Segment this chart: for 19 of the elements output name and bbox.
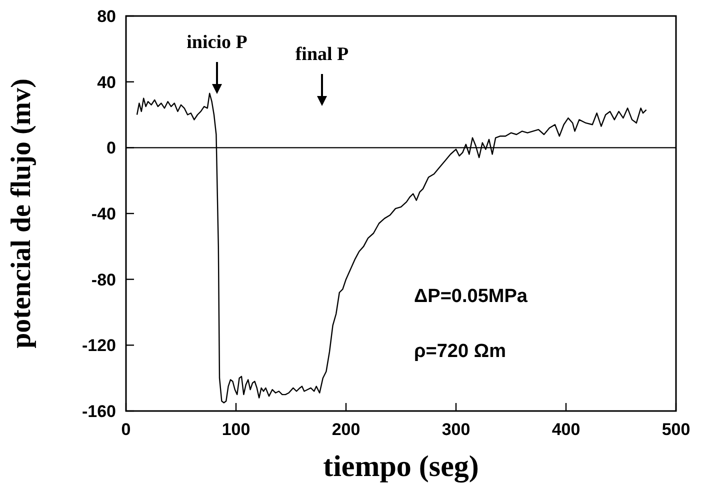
annotation: ΔP=0.05MPa [414,286,528,307]
y-tick-label: 40 [97,72,116,92]
x-tick-label: 500 [662,420,690,439]
x-tick-label: 400 [552,420,580,439]
x-axis-title: tiempo (seg) [323,450,479,483]
y-tick-label: 80 [97,6,116,26]
y-tick-label: -160 [82,402,116,421]
x-tick-label: 200 [332,420,360,439]
x-tick-label: 100 [222,420,250,439]
x-tick-label: 300 [442,420,470,439]
x-tick-label: 0 [121,420,131,439]
y-tick-label: -120 [82,336,116,356]
y-tick-label: -40 [91,204,116,224]
annotation: inicio P [186,32,248,53]
y-tick-label: 0 [106,138,116,158]
y-tick-label: -80 [91,270,116,290]
annotation: ρ=720 Ωm [414,340,506,362]
y-axis-title: potencial de flujo (mv) [6,78,37,348]
annotation: final P [295,44,350,65]
